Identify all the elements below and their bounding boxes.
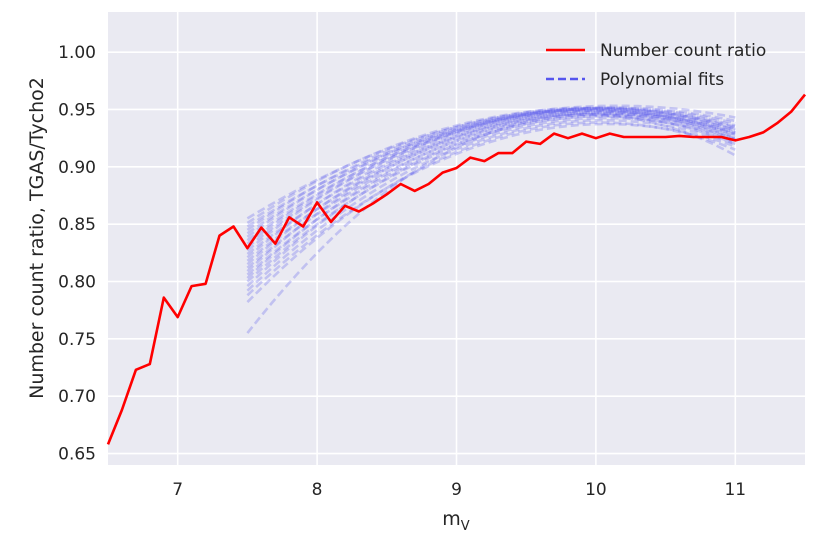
polynomial-fit-lines <box>246 104 736 334</box>
polynomial-fit-line <box>246 116 736 283</box>
polynomial-fit-line <box>246 121 736 304</box>
polynomial-fit-line <box>246 107 736 242</box>
polynomial-fit-line <box>246 109 736 249</box>
y-tick-label: 0.90 <box>58 158 96 178</box>
y-tick-label: 0.80 <box>58 273 96 293</box>
x-tick-label: 8 <box>312 480 323 500</box>
polynomial-fit-line <box>246 112 736 273</box>
polynomial-fit-line <box>246 104 736 220</box>
polynomial-fit-line <box>246 111 736 266</box>
polynomial-fit-line <box>246 106 736 225</box>
legend-label-ratio: Number count ratio <box>600 41 766 61</box>
polynomial-fit-line <box>246 122 736 297</box>
polynomial-fit-line <box>246 106 736 228</box>
legend: Number count ratio Polynomial fits <box>546 41 766 90</box>
polynomial-fit-line <box>246 108 736 252</box>
polynomial-fit-line <box>246 106 736 235</box>
legend-label-fits: Polynomial fits <box>600 70 724 90</box>
polynomial-fit-line <box>246 107 736 245</box>
x-tick-label: 7 <box>172 480 183 500</box>
polynomial-fit-line <box>246 113 736 334</box>
polynomial-fit-line <box>246 112 736 280</box>
y-tick-label: 1.00 <box>58 43 96 63</box>
x-tick-label: 9 <box>451 480 462 500</box>
x-axis-label-main: m <box>442 508 461 530</box>
polynomial-fit-line <box>246 115 736 288</box>
polynomial-fit-line <box>246 110 736 262</box>
y-tick-label: 0.85 <box>58 215 96 235</box>
y-tick-label: 0.95 <box>58 100 96 120</box>
polynomial-fit-line <box>246 108 736 256</box>
y-tick-label: 0.70 <box>58 387 96 407</box>
polynomial-fit-line <box>246 109 736 259</box>
polynomial-fit-line <box>246 107 736 231</box>
ratio-line <box>106 93 807 445</box>
y-tick-labels: 0.65 0.70 0.75 0.80 0.85 0.90 0.95 1.00 <box>58 43 96 464</box>
x-axis-label: mV <box>442 508 470 534</box>
y-axis-label: Number count ratio, TGAS/Tycho2 <box>26 77 48 399</box>
y-tick-label: 0.75 <box>58 330 96 350</box>
polynomial-fit-line <box>246 118 736 292</box>
polynomial-fit-line <box>246 114 736 276</box>
x-tick-label: 11 <box>724 480 746 500</box>
y-tick-label: 0.65 <box>58 445 96 465</box>
x-tick-label: 10 <box>585 480 607 500</box>
polynomial-fit-line <box>246 112 736 269</box>
polynomial-fit-line <box>246 108 736 238</box>
x-axis-label-subscript: V <box>461 519 470 534</box>
ratio-line-group <box>106 93 807 445</box>
x-tick-labels: 7 8 9 10 11 <box>172 480 746 500</box>
